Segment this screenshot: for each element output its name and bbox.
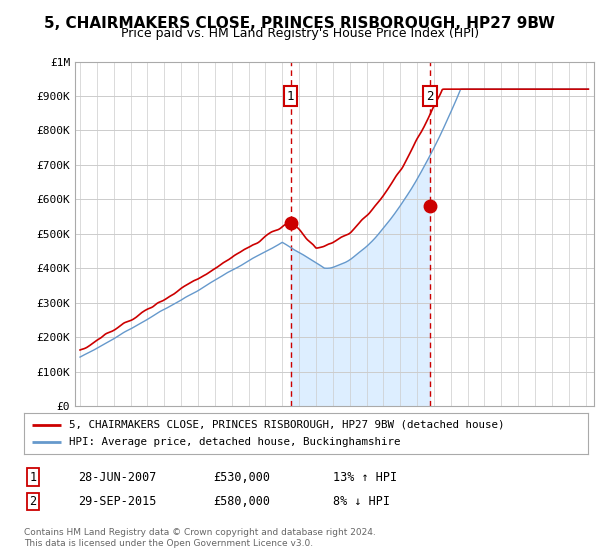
Text: 8% ↓ HPI: 8% ↓ HPI [333, 494, 390, 508]
Text: 29-SEP-2015: 29-SEP-2015 [78, 494, 157, 508]
Text: 28-JUN-2007: 28-JUN-2007 [78, 470, 157, 484]
Text: £580,000: £580,000 [213, 494, 270, 508]
Text: Contains HM Land Registry data © Crown copyright and database right 2024.
This d: Contains HM Land Registry data © Crown c… [24, 528, 376, 548]
Text: 5, CHAIRMAKERS CLOSE, PRINCES RISBOROUGH, HP27 9BW: 5, CHAIRMAKERS CLOSE, PRINCES RISBOROUGH… [44, 16, 556, 31]
Text: Price paid vs. HM Land Registry's House Price Index (HPI): Price paid vs. HM Land Registry's House … [121, 27, 479, 40]
Text: 13% ↑ HPI: 13% ↑ HPI [333, 470, 397, 484]
Text: 2: 2 [426, 90, 433, 102]
Text: HPI: Average price, detached house, Buckinghamshire: HPI: Average price, detached house, Buck… [69, 437, 401, 447]
Text: 5, CHAIRMAKERS CLOSE, PRINCES RISBOROUGH, HP27 9BW (detached house): 5, CHAIRMAKERS CLOSE, PRINCES RISBOROUGH… [69, 419, 505, 430]
Text: 1: 1 [287, 90, 294, 102]
Text: 1: 1 [29, 470, 37, 484]
Text: 2: 2 [29, 494, 37, 508]
Text: £530,000: £530,000 [213, 470, 270, 484]
